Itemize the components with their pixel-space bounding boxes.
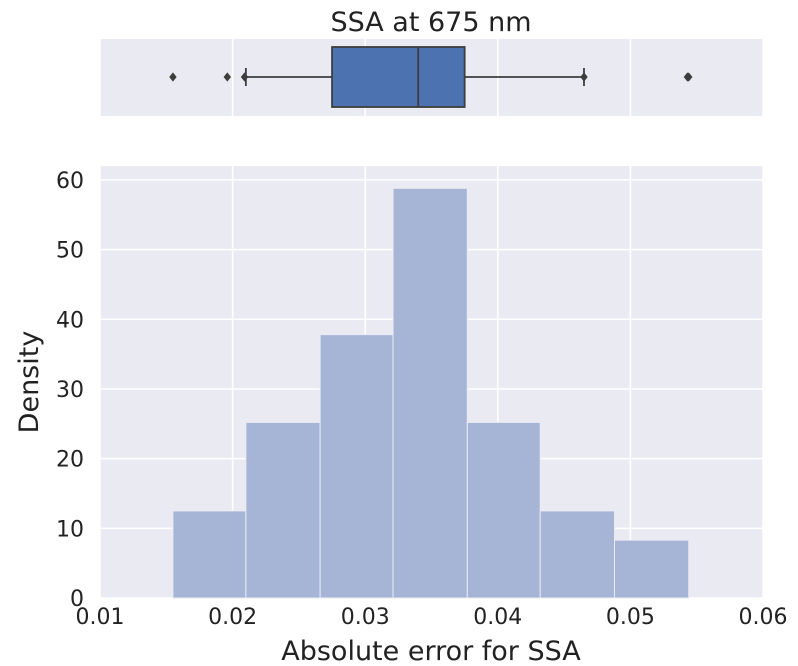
outlier-point <box>223 72 232 82</box>
boxplot-panel: SSA at 675 nm <box>99 7 764 116</box>
outlier-point <box>169 72 177 82</box>
x-axis-label: Absolute error for SSA <box>281 636 581 666</box>
histogram-panel: 0.01 0.02 0.03 0.04 0.05 0.06 0 10 20 30 40 50 60 A… <box>14 166 787 666</box>
box-iqr <box>331 46 466 108</box>
y-tick-label: 10 <box>56 517 84 542</box>
x-tick-label: 0.02 <box>208 605 257 630</box>
x-tick-label: 0.01 <box>76 605 125 630</box>
y-tick-labels: 0 10 20 30 40 50 60 <box>56 169 84 612</box>
y-tick-label: 60 <box>56 169 84 194</box>
x-tick-label: 0.04 <box>473 605 522 630</box>
x-tick-label: 0.05 <box>606 605 655 630</box>
x-tick-label: 0.06 <box>739 605 788 630</box>
outlier-point <box>685 72 693 82</box>
histogram-bar <box>392 187 468 599</box>
y-tick-label: 20 <box>56 448 84 473</box>
histogram-bar <box>245 421 321 599</box>
histogram-bar <box>539 510 615 599</box>
y-axis-label: Density <box>14 331 45 434</box>
outlier-point <box>580 72 588 82</box>
y-tick-label: 50 <box>56 239 84 264</box>
histogram-bar <box>319 334 394 599</box>
histogram-bars <box>172 187 690 599</box>
histogram-bar <box>466 421 541 599</box>
chart-title: SSA at 675 nm <box>330 7 531 38</box>
histogram-bar <box>613 539 690 599</box>
x-tick-labels: 0.01 0.02 0.03 0.04 0.05 0.06 <box>76 605 788 630</box>
y-tick-label: 30 <box>56 378 84 403</box>
y-tick-label: 40 <box>56 308 84 333</box>
x-tick-label: 0.03 <box>341 605 390 630</box>
y-tick-label: 0 <box>70 587 84 612</box>
boxplot-elements <box>169 46 693 108</box>
histogram-bar <box>172 510 247 599</box>
outlier-point <box>240 72 249 82</box>
